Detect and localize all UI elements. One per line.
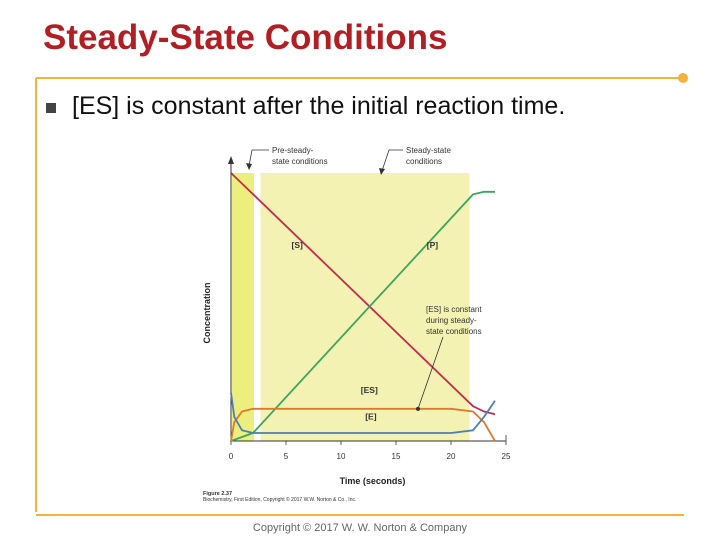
annotation-pointer <box>417 336 444 409</box>
annotation-line1: [ES] is constant <box>426 305 482 314</box>
annotation-line3: state conditions <box>426 327 482 336</box>
slide-title: Steady-State Conditions <box>43 18 448 57</box>
steady-state-chart: 0 5 10 15 20 25 Time (seconds) Concentration [S]… <box>202 146 511 486</box>
figure-label: Figure 2.37 <box>203 491 233 497</box>
x-tick-label: 0 <box>229 452 234 461</box>
x-tick-label: 15 <box>392 452 401 461</box>
bullet-text: [ES] is constant after the initial react… <box>72 92 566 120</box>
series-label-es-complex: [ES] <box>361 385 378 395</box>
steady-state-arrow <box>381 149 403 172</box>
annotation-line2: during steady- <box>426 316 477 325</box>
series-line-product <box>230 190 495 442</box>
steady-state-region <box>260 173 470 441</box>
x-tick-label: 20 <box>447 452 456 461</box>
pre-steady-state-label-line1: Pre-steady- <box>272 146 314 155</box>
copyright-footer: Copyright © 2017 W. W. Norton & Company <box>252 522 468 534</box>
series-label-substrate: [S] <box>292 240 304 250</box>
pre-steady-state-arrowhead <box>246 163 252 170</box>
pre-steady-state-label-line2: state conditions <box>272 157 328 166</box>
annotation-point <box>416 406 420 411</box>
x-tick-label: 10 <box>337 452 346 461</box>
title-divider <box>36 77 682 79</box>
x-tick-label: 5 <box>284 452 289 461</box>
pre-steady-state-region <box>232 173 254 441</box>
y-axis-label: Concentration <box>202 282 212 343</box>
y-axis-arrow <box>228 156 234 164</box>
figure-credit: Biochemistry, First Edition, Copyright ©… <box>203 497 357 503</box>
steady-state-arrowhead <box>379 168 385 175</box>
series-label-product: [P] <box>427 240 439 250</box>
steady-state-label-line2: conditions <box>406 157 442 166</box>
bullet-marker <box>46 103 56 113</box>
series-line-enzyme <box>230 392 496 434</box>
divider-dot <box>678 73 688 83</box>
left-divider <box>35 78 37 512</box>
series-line-substrate <box>230 172 496 416</box>
bottom-divider <box>36 514 684 516</box>
figure-caption: Figure 2.37 Biochemistry, First Edition,… <box>203 491 356 503</box>
pre-steady-state-arrow <box>248 149 269 167</box>
x-axis-label: Time (seconds) <box>340 476 406 486</box>
x-tick-label: 25 <box>502 452 511 461</box>
series-label-enzyme: [E] <box>365 412 377 422</box>
steady-state-label-line1: Steady-state <box>406 146 451 155</box>
